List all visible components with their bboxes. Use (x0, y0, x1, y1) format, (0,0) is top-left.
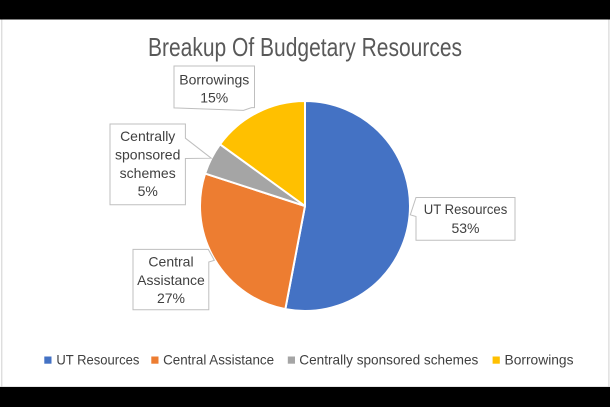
svg-text:UT Resources: UT Resources (56, 352, 139, 368)
svg-text:15%: 15% (200, 89, 228, 105)
svg-text:Borrowings: Borrowings (179, 72, 249, 88)
svg-text:Centrally sponsored schemes: Centrally sponsored schemes (299, 352, 478, 368)
svg-text:Borrowings: Borrowings (505, 352, 574, 368)
svg-text:schemes: schemes (120, 165, 176, 181)
svg-text:53%: 53% (451, 220, 479, 236)
svg-text:Centrally: Centrally (120, 128, 175, 144)
svg-text:5%: 5% (138, 183, 158, 199)
svg-text:Central Assistance: Central Assistance (163, 352, 274, 368)
svg-text:Central: Central (148, 254, 193, 270)
svg-text:Assistance: Assistance (137, 272, 205, 288)
svg-text:Breakup Of Budgetary Resources: Breakup Of Budgetary Resources (148, 32, 462, 62)
svg-text:UT Resources: UT Resources (424, 201, 508, 217)
svg-text:27%: 27% (157, 290, 185, 306)
svg-text:sponsored: sponsored (115, 146, 180, 162)
